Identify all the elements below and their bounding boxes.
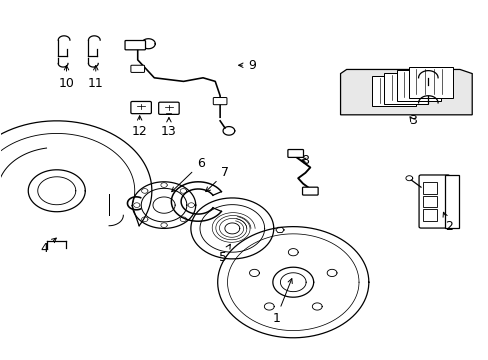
Polygon shape [200,204,264,252]
Polygon shape [227,234,358,330]
FancyBboxPatch shape [213,98,226,105]
Text: 4: 4 [41,238,56,255]
Polygon shape [340,69,471,115]
FancyBboxPatch shape [287,149,303,157]
Polygon shape [280,273,305,292]
Text: 12: 12 [132,116,147,138]
Polygon shape [190,198,273,259]
Text: 11: 11 [88,66,103,90]
FancyBboxPatch shape [418,175,449,228]
Polygon shape [272,267,313,297]
Text: 2: 2 [442,212,452,233]
Bar [445,175,458,228]
Polygon shape [38,177,76,205]
Text: 7: 7 [205,166,228,192]
Polygon shape [217,227,368,338]
Polygon shape [132,182,195,228]
FancyBboxPatch shape [131,102,151,114]
Text: 9: 9 [238,59,255,72]
Bar [422,210,436,221]
Text: 3: 3 [408,114,416,127]
FancyBboxPatch shape [125,41,145,50]
Text: 1: 1 [272,279,292,325]
Bar [422,196,436,207]
Bar [422,182,436,194]
Bar [371,76,415,107]
Text: 10: 10 [59,66,74,90]
FancyBboxPatch shape [131,65,144,72]
Bar [408,67,452,98]
FancyBboxPatch shape [158,102,179,114]
Bar [384,73,427,104]
Text: 8: 8 [301,154,309,167]
Polygon shape [28,170,85,212]
Bar [396,70,440,101]
Text: 6: 6 [171,157,204,192]
Text: 5: 5 [218,244,230,264]
FancyBboxPatch shape [302,187,318,195]
Text: 13: 13 [161,117,177,138]
